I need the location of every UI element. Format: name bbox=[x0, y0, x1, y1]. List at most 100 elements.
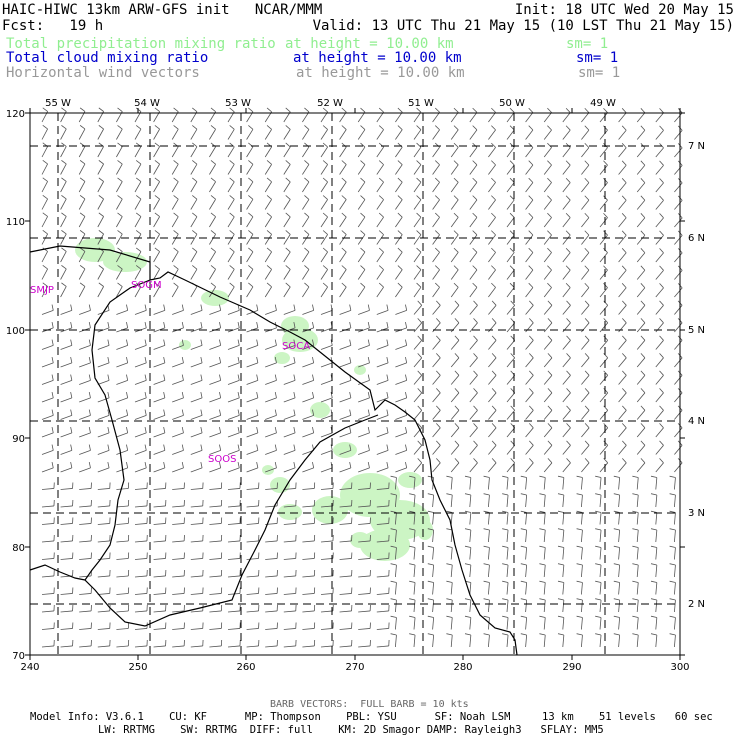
wind-barb bbox=[376, 639, 390, 648]
wind-barb bbox=[390, 598, 397, 613]
wind-barb bbox=[302, 587, 316, 595]
wind-barb bbox=[209, 282, 216, 298]
wind-barb bbox=[632, 545, 639, 560]
wind-barb bbox=[246, 639, 260, 648]
wind-barb bbox=[153, 604, 167, 613]
wind-barb bbox=[595, 475, 602, 490]
wind-barb bbox=[432, 142, 440, 158]
wind-barb bbox=[339, 125, 347, 140]
wind-barb bbox=[227, 195, 235, 210]
wind-barb bbox=[464, 633, 472, 648]
wind-barb bbox=[79, 321, 91, 333]
wind-barb bbox=[669, 580, 676, 595]
wind-barb bbox=[97, 160, 104, 175]
wind-barb bbox=[636, 335, 646, 350]
wind-barb bbox=[432, 405, 441, 420]
wind-barb bbox=[283, 461, 296, 473]
wind-barb bbox=[450, 300, 460, 315]
wind-barb bbox=[632, 493, 639, 508]
wind-barb bbox=[339, 534, 353, 543]
wind-barb bbox=[302, 482, 316, 490]
wind-barb bbox=[60, 639, 74, 648]
wind-barb bbox=[390, 528, 397, 543]
wind-barb bbox=[134, 499, 148, 508]
wind-barb bbox=[632, 615, 639, 630]
wind-barb bbox=[153, 195, 160, 210]
wind-barb bbox=[464, 528, 472, 543]
wind-barb bbox=[116, 426, 129, 438]
wind-barb bbox=[153, 426, 166, 438]
wind-barb bbox=[41, 461, 54, 473]
wind-barb bbox=[209, 247, 216, 263]
wind-barb bbox=[525, 177, 534, 193]
wind-barb bbox=[395, 282, 403, 298]
wind-barb bbox=[581, 125, 590, 140]
wind-barb bbox=[134, 177, 142, 193]
wind-barb bbox=[190, 265, 198, 280]
wind-barb bbox=[562, 177, 571, 193]
wind-barb bbox=[134, 517, 148, 525]
wind-barb bbox=[543, 230, 552, 245]
wind-barb bbox=[190, 160, 198, 175]
wind-barb bbox=[97, 639, 111, 648]
wind-barb bbox=[358, 426, 370, 438]
wind-barb bbox=[655, 230, 664, 245]
wind-barb bbox=[357, 160, 366, 175]
wind-barb bbox=[283, 622, 297, 630]
wind-barb bbox=[427, 493, 435, 508]
wind-barb bbox=[41, 604, 55, 613]
wind-barb bbox=[153, 282, 160, 298]
wind-barb bbox=[599, 405, 609, 420]
wind-barb bbox=[450, 423, 460, 438]
lat-label: 7 N bbox=[688, 141, 705, 152]
wind-barb bbox=[543, 142, 552, 158]
wind-barb bbox=[97, 409, 110, 420]
wind-barb bbox=[446, 545, 453, 560]
wind-barb bbox=[60, 339, 73, 350]
wind-barb bbox=[153, 622, 167, 630]
wind-barb bbox=[265, 321, 277, 333]
wind-barb bbox=[339, 356, 352, 368]
wind-barb bbox=[488, 195, 496, 210]
wind-barb bbox=[209, 622, 223, 630]
wind-barb bbox=[153, 534, 167, 543]
wind-barb bbox=[390, 475, 397, 490]
wind-barb bbox=[283, 534, 297, 543]
wind-barb bbox=[302, 552, 316, 560]
wind-barb bbox=[283, 409, 296, 420]
wind-barb bbox=[283, 125, 291, 140]
wind-barb bbox=[562, 405, 571, 420]
wind-barb bbox=[190, 534, 204, 543]
wind-barb bbox=[41, 177, 48, 193]
wind-barb bbox=[618, 440, 627, 455]
wind-barb bbox=[464, 598, 472, 613]
wind-barb bbox=[674, 300, 683, 315]
wind-barb bbox=[79, 482, 92, 490]
wind-barb bbox=[358, 622, 371, 630]
wind-barb bbox=[41, 304, 54, 315]
wind-barb bbox=[246, 282, 254, 298]
wind-barb bbox=[190, 499, 204, 508]
wind-barb bbox=[172, 461, 184, 473]
wind-barb bbox=[674, 108, 683, 123]
wind-barb bbox=[339, 587, 353, 595]
wind-barb bbox=[116, 604, 130, 613]
wind-barb bbox=[60, 587, 74, 595]
lon-label: 54 W bbox=[134, 98, 160, 109]
model-info-line1: Model Info: V3.6.1 CU: KF MP: Thompson P… bbox=[30, 711, 713, 723]
wind-barb bbox=[674, 160, 683, 175]
wind-barb bbox=[116, 639, 130, 648]
precip-blob bbox=[417, 520, 433, 540]
wind-barb bbox=[153, 212, 160, 228]
wind-barb bbox=[395, 195, 403, 210]
wind-barb bbox=[190, 461, 203, 473]
wind-barb bbox=[376, 374, 389, 385]
wind-barb bbox=[618, 195, 627, 210]
wind-barb bbox=[320, 374, 333, 385]
wind-barb bbox=[60, 461, 73, 473]
wind-barb bbox=[581, 107, 590, 123]
wind-barb bbox=[562, 247, 571, 263]
wind-barb bbox=[320, 321, 333, 333]
wind-barb bbox=[320, 604, 334, 613]
map-frame bbox=[29, 112, 681, 656]
